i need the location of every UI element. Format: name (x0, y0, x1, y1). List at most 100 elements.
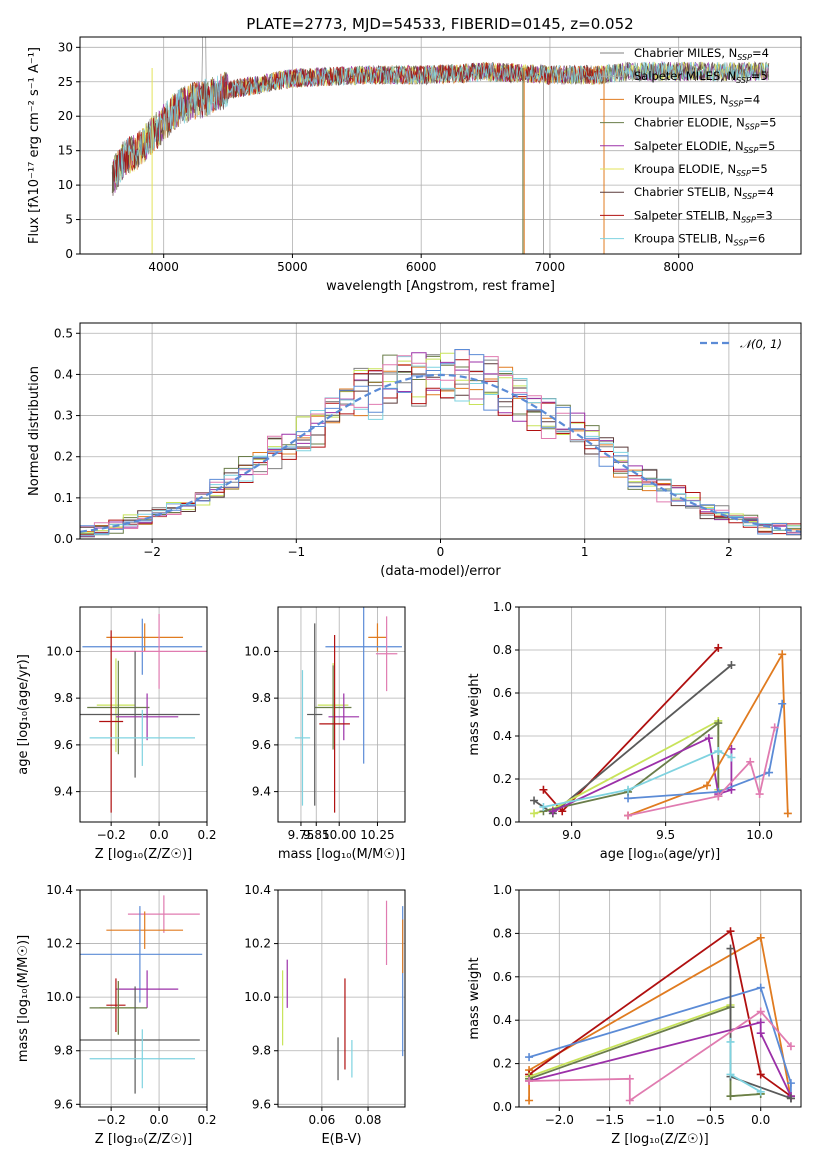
errorbar-point (89, 709, 196, 766)
weight-marker (714, 792, 723, 801)
plot-area (530, 643, 792, 820)
y-axis-label: age [log₁₀(age/yr)] (16, 654, 31, 775)
x-tick-label: 9.85 (303, 828, 330, 842)
y-tick-label: 9.4 (252, 785, 271, 799)
spectrum-line (113, 60, 769, 193)
x-tick-label: 5000 (277, 260, 308, 274)
y-tick-label: 0.3 (54, 409, 73, 423)
weight-marker (624, 794, 633, 803)
y-tick-label: 10.0 (46, 644, 73, 658)
plot-area (525, 927, 795, 1105)
weight-line (543, 721, 720, 813)
weight-marker (756, 1007, 765, 1016)
y-tick-label: 15 (58, 144, 73, 158)
y-tick-label: 9.8 (252, 1044, 271, 1058)
y-tick-label: 1.0 (493, 883, 512, 897)
y-tick-label: 10.4 (244, 883, 271, 897)
x-tick-label: 6000 (406, 260, 437, 274)
panel-5: −0.2 0.0 0.2 9.6 9.8 10.0 10.2 10.4 Z [log₁₀(Z/Z… (16, 883, 217, 1147)
errorbar-point (89, 1029, 196, 1089)
weight-marker (786, 1094, 795, 1103)
chart-title: PLATE=2773, MJD=54533, FIBERID=0145, z=0… (246, 15, 633, 33)
weight-marker (756, 1070, 765, 1079)
y-tick-label: 0.2 (493, 772, 512, 786)
x-tick-label: 4000 (148, 260, 179, 274)
weight-marker (727, 753, 736, 762)
errorbar-point (111, 614, 207, 689)
errorbar-point (127, 895, 200, 933)
plot-area (111, 37, 770, 254)
x-tick-label: −0.2 (97, 1113, 126, 1127)
panel-6: 0.06 0.08 9.6 9.8 10.0 10.2 10.4 E(B-V) (244, 883, 406, 1147)
grid (80, 889, 208, 1107)
weight-marker (625, 1074, 634, 1083)
panel-2: −0.2 0.0 0.2 9.4 9.6 9.8 10.0 Z [log₁₀(Z/Z☉)] ag… (16, 606, 217, 862)
x-tick-label: 10.25 (360, 828, 394, 842)
gaussian-curve (80, 373, 801, 533)
y-tick-label: 0.8 (493, 926, 512, 940)
weight-marker (625, 1096, 634, 1105)
weight-marker (783, 809, 792, 818)
axes-frame (79, 36, 802, 255)
weight-marker (726, 1070, 735, 1079)
weight-marker (727, 661, 736, 670)
y-tick-label: 0 (65, 247, 73, 261)
x-tick-label: −0.5 (696, 1113, 725, 1127)
legend: Chabrier MILES, NSSP=4 Salpeter MILES, NS… (600, 46, 776, 248)
weight-marker (770, 723, 779, 732)
y-tick-label: 10.2 (46, 937, 73, 951)
axes-frame (277, 889, 406, 1108)
y-tick-label: 0.5 (54, 326, 73, 340)
weight-line (528, 929, 792, 1097)
y-tick-label: 9.8 (252, 691, 271, 705)
errorbar-point (80, 651, 200, 778)
legend-entry: Kroupa ELODIE, NSSP=5 (634, 162, 768, 178)
weight-marker (786, 1042, 795, 1051)
x-tick-label: 0.0 (751, 1113, 770, 1127)
weight-line (627, 651, 789, 817)
errorbar-point (96, 658, 136, 752)
y-tick-label: 10.2 (244, 937, 271, 951)
panel-1: −2 −1 0 1 2 0.0 0.1 0.2 0.3 0.4 0.5 (data-model)/er… (27, 322, 802, 579)
legend-entry: Salpeter ELODIE, NSSP=5 (634, 139, 775, 155)
panel-7: −2.0 −1.5 −1.0 −0.5 0.0 0.0 0.2 0.4 0.6 0.8 1.0 Z [… (467, 883, 802, 1147)
x-tick-label: 0 (437, 545, 445, 559)
x-axis-label: wavelength [Angstrom, rest frame] (326, 279, 555, 294)
x-tick-label: 1 (581, 545, 589, 559)
weight-marker (756, 1029, 765, 1038)
legend: 𝒩(0, 1) (700, 337, 782, 351)
axes-frame (79, 606, 208, 823)
y-tick-label: 10.4 (46, 883, 73, 897)
plot-area (80, 614, 207, 813)
weight-marker (624, 785, 633, 794)
x-tick-label: 0.2 (197, 1113, 216, 1127)
y-tick-label: 0.2 (54, 450, 73, 464)
histogram-step (80, 352, 801, 534)
errorbar-point (80, 986, 200, 1094)
y-axis-label: mass weight (467, 673, 482, 755)
x-tick-label: 0.08 (355, 1113, 382, 1127)
y-axis-label: Normed distribution (27, 366, 42, 496)
plot-area (282, 900, 404, 1081)
y-tick-label: 9.6 (252, 1097, 271, 1111)
y-tick-label: 9.8 (54, 1044, 73, 1058)
weight-line (528, 1021, 792, 1097)
y-tick-label: 0.2 (493, 1057, 512, 1071)
weight-marker (714, 719, 723, 728)
x-tick-label: 0.06 (309, 1113, 336, 1127)
weight-marker (624, 811, 633, 820)
spectrum-line (114, 61, 769, 186)
errorbar-point (115, 693, 179, 741)
weight-line (528, 936, 792, 1101)
weight-marker (778, 650, 787, 659)
plot-area (80, 349, 801, 538)
y-tick-label: 9.6 (54, 1097, 73, 1111)
weight-marker (530, 809, 539, 818)
legend-entry: Chabrier STELIB, NSSP=4 (634, 185, 774, 201)
x-axis-label: Z [log₁₀(Z/Z☉)] (95, 847, 192, 862)
x-tick-label: −0.2 (97, 828, 126, 842)
y-tick-label: 9.6 (252, 738, 271, 752)
weight-marker (755, 790, 764, 799)
y-tick-label: 9.8 (54, 691, 73, 705)
